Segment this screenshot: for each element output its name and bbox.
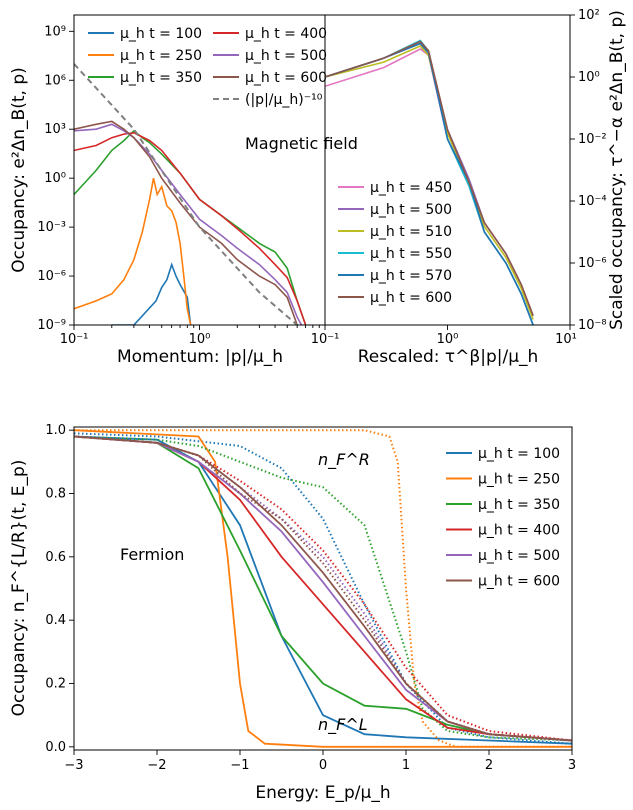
series-line-0 (111, 262, 192, 325)
legend-label: μ_h t = 100 (120, 26, 202, 42)
y-tick-label: 0.2 (45, 677, 66, 692)
series-line-4 (74, 123, 303, 325)
annotation-fermion: Fermion (120, 545, 184, 564)
y-tick-label: 10⁰ (44, 171, 66, 186)
plot-area (74, 63, 307, 325)
y-tick-label: 10⁻² (578, 132, 607, 147)
x-tick-label: 10⁰ (189, 332, 211, 347)
y-tick-label: 10⁻⁸ (578, 318, 607, 333)
series-line-6 (74, 63, 298, 325)
x-tick-label: 10⁰ (437, 332, 459, 347)
series-left-1 (74, 429, 572, 748)
legend-label: μ_h t = 350 (120, 70, 202, 86)
legend-label: μ_h t = 450 (370, 180, 452, 196)
x-tick-label: −3 (64, 758, 83, 773)
x-tick-label: 1 (402, 758, 410, 773)
series-right-5 (74, 435, 572, 742)
series-line-1 (74, 178, 192, 325)
legend-label: μ_h t = 400 (245, 26, 327, 42)
y-tick-label: 10⁰ (578, 70, 600, 85)
y-axis-label: Occupancy: n_F^{L/R}(t, E_p) (9, 460, 29, 717)
plot-area (325, 39, 534, 325)
legend-label: μ_h t = 500 (245, 48, 327, 64)
series-right-1 (74, 429, 572, 748)
legend-label: (|p|/μ_h)⁻¹⁰ (245, 92, 323, 108)
series-right-0 (74, 432, 572, 745)
series-right-2 (74, 435, 572, 742)
y-tick-label: 10⁻⁴ (578, 194, 607, 209)
y-tick-label: 0.6 (45, 550, 66, 565)
x-axis-label: Momentum: |p|/μ_h (117, 347, 283, 367)
y-tick-label: 1.0 (45, 423, 66, 438)
y-tick-label: 10⁻⁶ (578, 256, 607, 271)
series-line-4 (325, 42, 534, 325)
y-tick-label: 0.4 (45, 613, 66, 628)
y-axis-label: Occupancy: e²Δn_B(t, p) (9, 67, 29, 273)
x-axis-label: Rescaled: τ^β|p|/μ_h (358, 347, 539, 367)
x-tick-label: 3 (568, 758, 576, 773)
series-left-0 (74, 435, 572, 745)
legend-label: μ_h t = 570 (370, 268, 452, 284)
panel-bottom: −3 −2 −1 0 1 2 3 0.0 0.2 0.4 0.6 0.8 1.0 Energy: E_p/… (9, 423, 576, 803)
y-tick-label: 10⁻⁶ (37, 269, 66, 284)
series-line-5 (325, 40, 534, 316)
annotation-magnetic-field: Magnetic field (245, 134, 358, 153)
series-line-3 (74, 131, 307, 325)
annotation-nFR: n_F^R (318, 450, 370, 470)
annotation-nFL: n_F^L (318, 715, 368, 735)
legend-label: μ_h t = 600 (370, 290, 452, 306)
legend-label: μ_h t = 600 (478, 574, 560, 590)
y-tick-label: 10³ (44, 122, 66, 137)
legend-label: μ_h t = 100 (478, 446, 560, 462)
legend-label: μ_h t = 250 (478, 472, 560, 488)
legend-label: μ_h t = 400 (478, 523, 560, 539)
legend-label: μ_h t = 500 (478, 548, 560, 564)
legend-label: μ_h t = 600 (245, 70, 327, 86)
y-axis-label: Scaled occupancy: τ^−α e²Δn_B(t, p) (607, 10, 627, 330)
y-tick-label: 10⁻³ (37, 220, 66, 235)
y-tick-label: 0.0 (45, 740, 66, 755)
series-line-5 (74, 120, 298, 325)
panel-top-left: 10⁻¹ 10⁰ 10⁻⁹ 10⁻⁶ 10⁻³ 10⁰ 10³ 10⁶ 10⁹ Momentum:… (9, 14, 358, 367)
x-tick-label: 10⁻¹ (60, 332, 89, 347)
x-axis-label: Energy: E_p/μ_h (255, 783, 390, 803)
legend-label: μ_h t = 350 (478, 497, 560, 513)
legend-label: μ_h t = 510 (370, 224, 452, 240)
x-tick-label: 0 (319, 758, 327, 773)
x-tick-label: −1 (230, 758, 249, 773)
legend-label: μ_h t = 500 (370, 202, 452, 218)
series-left-2 (74, 435, 572, 742)
plot-area (74, 429, 572, 748)
legend-label: μ_h t = 550 (370, 246, 452, 262)
x-tick-label: −2 (147, 758, 166, 773)
x-tick-label: 2 (485, 758, 493, 773)
y-tick-label: 10⁶ (44, 73, 66, 88)
x-tick-label: 10¹ (555, 332, 577, 347)
y-tick-label: 0.8 (45, 487, 66, 502)
y-tick-label: 10⁹ (44, 24, 66, 39)
x-tick-label: 10⁻¹ (311, 332, 340, 347)
legend-label: μ_h t = 250 (120, 48, 202, 64)
y-tick-label: 10⁻⁹ (37, 318, 66, 333)
y-tick-label: 10² (578, 8, 600, 23)
